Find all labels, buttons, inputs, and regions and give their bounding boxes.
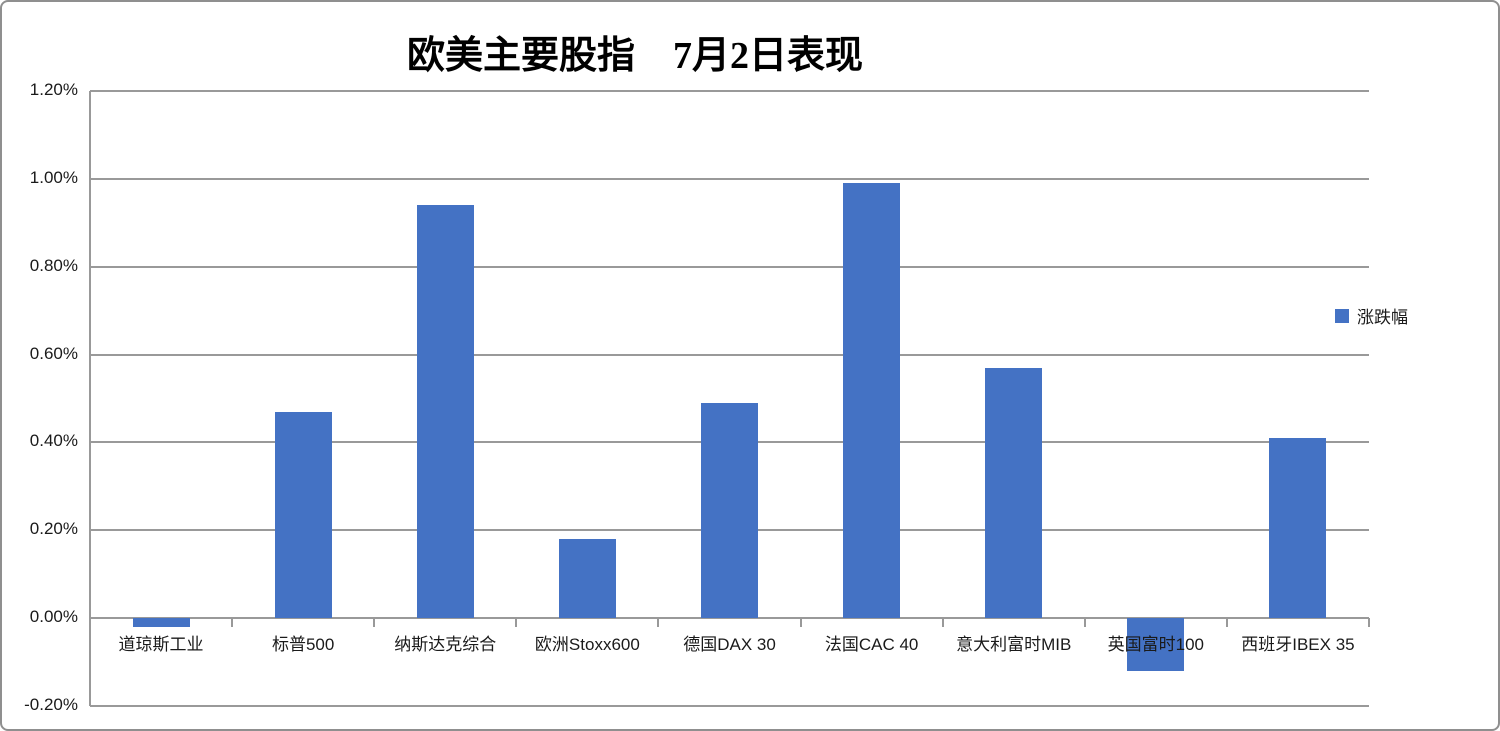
gridline	[90, 705, 1369, 707]
bar	[558, 539, 616, 619]
x-axis-tick	[231, 618, 234, 628]
x-axis-tick	[941, 618, 944, 628]
legend: 涨跌幅	[1335, 303, 1408, 328]
x-axis-tick	[1368, 618, 1370, 628]
x-axis-category-label: 德国DAX 30	[683, 635, 776, 655]
gridline	[90, 265, 1369, 268]
x-axis-tick	[1083, 618, 1086, 628]
x-axis-tick	[1225, 618, 1228, 628]
bar	[1269, 438, 1327, 619]
x-axis-category-label: 意大利富时MIB	[956, 635, 1072, 655]
y-axis-tick-label: -0.20%	[24, 695, 78, 714]
x-axis-category-label: 法国CAC 40	[824, 635, 919, 655]
chart-title: 欧美主要股指 7月2日表现	[406, 35, 864, 77]
x-axis-tick	[799, 618, 802, 628]
x-axis-category-label: 欧洲Stoxx600	[534, 635, 640, 655]
legend-label: 涨跌幅	[1357, 308, 1408, 327]
y-axis-tick-label: 0.20%	[29, 519, 78, 539]
x-axis-category-label: 英国富时100	[1107, 635, 1205, 655]
x-axis-category-label: 标普500	[271, 635, 335, 655]
legend-swatch-icon	[1335, 308, 1349, 323]
gridline	[90, 617, 1369, 620]
y-axis-tick-label: 0.80%	[29, 255, 78, 275]
bar	[132, 618, 190, 627]
y-axis-tick-label: 1.00%	[29, 167, 78, 187]
bar	[985, 367, 1043, 619]
gridline	[90, 90, 1369, 92]
bar	[274, 411, 332, 619]
x-axis-tick	[657, 618, 660, 628]
bar	[701, 402, 758, 619]
x-axis-category-label: 西班牙IBEX 35	[1241, 635, 1355, 655]
x-axis-tick	[373, 618, 376, 628]
gridline	[90, 353, 1369, 356]
x-axis-category-label: 纳斯达克综合	[394, 635, 497, 655]
y-axis-tick-label: 0.60%	[29, 343, 78, 363]
y-axis-line	[89, 91, 91, 706]
x-axis-category-label: 道琼斯工业	[118, 635, 204, 655]
y-axis-tick-label: 0.40%	[29, 431, 78, 451]
x-axis-tick	[89, 618, 91, 628]
gridline	[90, 177, 1369, 180]
bar	[416, 205, 474, 619]
bar	[843, 183, 901, 619]
x-axis-tick	[515, 618, 518, 628]
y-axis-tick-label: 1.20%	[29, 80, 78, 99]
bar	[1127, 618, 1185, 671]
y-axis-tick-label: 0.00%	[29, 607, 78, 627]
